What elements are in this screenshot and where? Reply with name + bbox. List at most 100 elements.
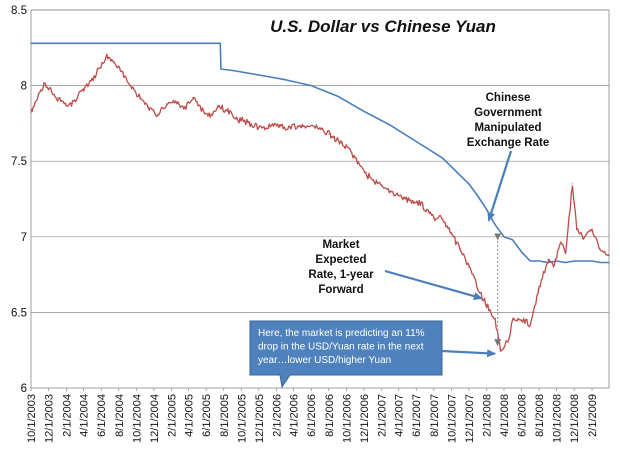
forward-rate-point — [442, 218, 444, 220]
annotation-government-rate-line: Manipulated — [474, 122, 541, 134]
arrow-callout — [441, 349, 497, 358]
forward-rate-point — [486, 304, 488, 306]
official-rate-point — [219, 42, 221, 44]
forward-rate-point — [529, 323, 531, 326]
forward-rate-point — [56, 97, 59, 99]
forward-rate-point — [328, 133, 330, 135]
forward-rate-point — [547, 258, 549, 261]
annotation-market-rate-line: Forward — [318, 284, 363, 296]
official-rate-point — [442, 157, 444, 159]
y-tick-label: 6.5 — [11, 307, 27, 319]
official-rate-point — [573, 260, 575, 262]
forward-rate-point — [218, 106, 220, 108]
official-rate-point — [468, 183, 470, 185]
forward-rate-point — [95, 72, 97, 75]
x-tick-label: 4/1/2007 — [394, 394, 406, 437]
forward-rate-point — [43, 83, 45, 85]
forward-rate-point — [139, 97, 141, 99]
forward-rate-point — [494, 319, 496, 321]
forward-rate-point — [450, 233, 452, 235]
forward-rate-point — [507, 342, 509, 344]
official-rate-point — [529, 260, 531, 262]
y-tick-label: 7.5 — [11, 156, 27, 168]
x-tick-label: 12/1/2006 — [359, 394, 371, 443]
callout-text-line: year…lower USD/higher Yuan — [258, 355, 391, 366]
official-rate-point — [565, 261, 567, 264]
x-tick-label: 6/1/2008 — [517, 394, 529, 437]
forward-rate-point — [565, 251, 567, 253]
annotation-government-rate-line: Chinese — [486, 92, 531, 104]
forward-rate-point — [262, 127, 264, 129]
forward-rate-point — [74, 100, 76, 102]
official-rate-point — [258, 74, 260, 76]
x-tick-label: 8/1/2008 — [534, 394, 546, 437]
x-tick-label: 2/1/2005 — [167, 394, 179, 437]
forward-rate-point — [175, 100, 177, 102]
x-tick-label: 10/1/2004 — [131, 394, 143, 443]
official-rate-point — [415, 140, 417, 143]
forward-rate-point — [608, 254, 610, 256]
x-tick-label: 6/1/2004 — [96, 394, 108, 437]
official-rate-point — [511, 239, 514, 241]
forward-rate-point — [354, 157, 356, 159]
x-tick-label: 8/1/2006 — [324, 394, 336, 437]
x-tick-label: 12/1/2007 — [464, 394, 476, 443]
chart-title: U.S. Dollar vs Chinese Yuan — [270, 17, 496, 36]
official-rate-point — [363, 110, 365, 112]
x-tick-label: 6/1/2006 — [306, 394, 318, 437]
x-tick-label: 2/1/2004 — [61, 394, 73, 437]
x-tick-label: 2/1/2008 — [482, 394, 494, 437]
official-rate-point — [162, 42, 164, 44]
x-tick-label: 10/1/2003 — [26, 394, 38, 443]
forward-rate-point — [200, 109, 202, 111]
official-rate-point — [284, 79, 286, 81]
x-tick-label: 6/1/2007 — [411, 394, 423, 437]
forward-rate-point — [106, 54, 108, 57]
official-rate-point — [100, 42, 102, 44]
series-line-forward — [30, 53, 610, 352]
official-rate-point — [520, 251, 523, 253]
y-tick-label: 7 — [21, 232, 27, 244]
forward-rate-point — [122, 72, 124, 75]
x-tick-label: 2/1/2009 — [587, 394, 599, 437]
forward-rate-point — [236, 118, 238, 120]
forward-rate-point — [192, 97, 194, 99]
callout-text-line: Here, the market is predicting an 11% — [258, 328, 425, 339]
forward-rate-point — [520, 319, 523, 321]
forward-rate-point — [148, 106, 150, 108]
official-rate-point — [220, 68, 222, 70]
forward-rate-point — [183, 107, 185, 109]
forward-rate-point — [227, 110, 229, 112]
forward-rate-point — [571, 183, 574, 185]
forward-rate-point — [131, 88, 133, 90]
x-tick-label: 4/1/2006 — [289, 394, 301, 437]
x-tick-label: 12/1/2004 — [149, 394, 161, 443]
annotation-market-rate-line: Rate, 1-year — [308, 269, 374, 281]
official-rate-point — [486, 209, 488, 211]
official-rate-point — [477, 195, 479, 197]
forward-rate-point — [83, 88, 85, 90]
x-tick-label: 8/1/2004 — [114, 394, 126, 437]
official-rate-point — [591, 260, 593, 262]
forward-rate-point — [341, 142, 343, 144]
forward-rate-point — [468, 266, 470, 268]
official-rate-point — [494, 224, 496, 226]
x-tick-label: 4/1/2008 — [499, 394, 511, 437]
official-rate-point — [556, 260, 558, 262]
forward-rate-point — [249, 122, 251, 124]
official-rate-point — [389, 124, 391, 126]
forward-rate-point — [301, 125, 303, 127]
x-tick-label: 12/1/2005 — [254, 394, 266, 443]
official-rate-point — [608, 261, 610, 264]
forward-rate-point — [560, 242, 562, 244]
forward-rate-point — [576, 228, 578, 230]
forward-rate-point — [393, 193, 395, 196]
forward-rate-point — [419, 202, 421, 205]
forward-rate-point — [367, 175, 369, 177]
x-tick-label: 4/1/2004 — [79, 394, 91, 437]
official-rate-point — [232, 69, 234, 72]
x-tick-label: 12/1/2003 — [44, 394, 56, 443]
official-rate-point — [310, 85, 312, 87]
annotation-market-rate-line: Expected — [315, 254, 366, 266]
